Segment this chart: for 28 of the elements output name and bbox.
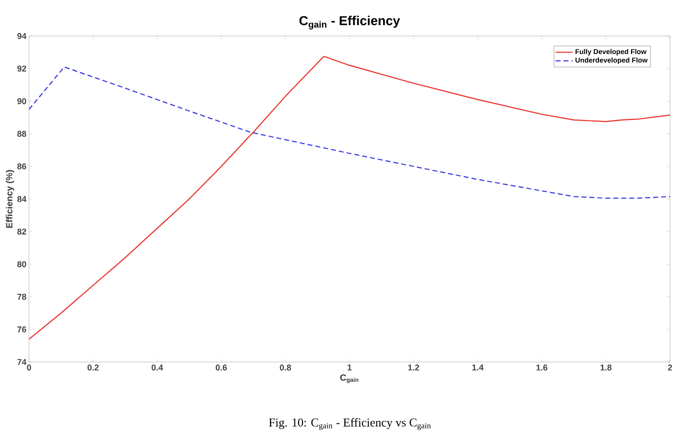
line-series bbox=[29, 56, 670, 340]
line-series bbox=[29, 66, 670, 199]
y-tick-label: 94 bbox=[17, 33, 26, 39]
caption: Fig. 10: C$_{gain}$ - Efficiency vs C$_{gain}$ bbox=[268, 418, 431, 430]
x-tick-label: 0.2 bbox=[88, 364, 99, 371]
y-tick-label: 74 bbox=[17, 359, 26, 365]
y-tick-label: 84 bbox=[17, 196, 26, 202]
y-tick-label: 88 bbox=[17, 130, 26, 137]
x-tick-label: 1.8 bbox=[600, 364, 612, 371]
y-tick-label: 80 bbox=[17, 261, 26, 268]
y-tick-label: 82 bbox=[17, 228, 26, 235]
x-tick-label: 2 bbox=[668, 364, 672, 370]
x-axis-title: C$_{gain}$ bbox=[340, 374, 358, 384]
x-tick-label: 0.4 bbox=[152, 364, 164, 371]
x-tick-label: 1 bbox=[348, 364, 352, 370]
x-tick-label: 0.6 bbox=[216, 364, 227, 371]
x-tick-label: 0 bbox=[26, 364, 32, 371]
chart-title: C$_{gain}$ - Efficiency bbox=[299, 16, 400, 30]
x-tick-label: 1.2 bbox=[408, 364, 420, 370]
y-tick-label: 92 bbox=[17, 66, 26, 72]
y-tick-label: 90 bbox=[17, 98, 26, 104]
y-tick-label: 76 bbox=[17, 326, 26, 332]
x-tick-label: 1.6 bbox=[536, 364, 548, 371]
y-axis-title: Efficiency (%) bbox=[6, 170, 14, 228]
x-tick-label: 0.8 bbox=[280, 364, 292, 371]
y-tick-label: 78 bbox=[17, 294, 26, 300]
x-tick-label: 1.4 bbox=[472, 364, 484, 370]
y-tick-label: 86 bbox=[17, 163, 26, 170]
